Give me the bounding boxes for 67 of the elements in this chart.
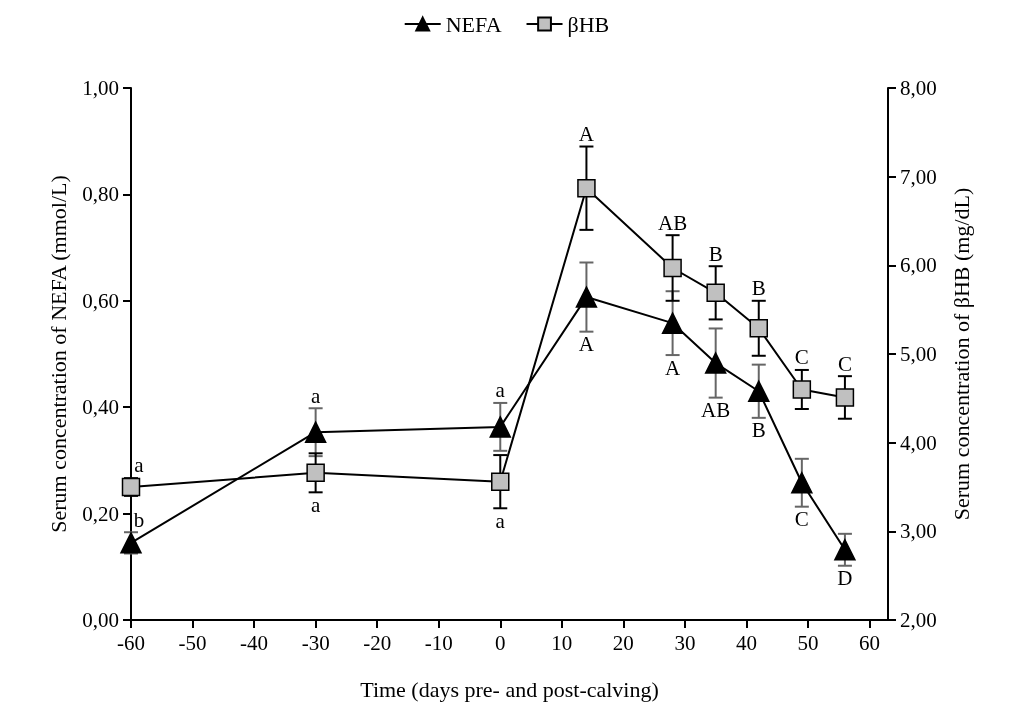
point: [575, 286, 598, 308]
x-tick-label: 10: [551, 630, 573, 655]
annotation: a: [134, 453, 145, 478]
x-axis-title: Time (days pre- and post-calving): [360, 676, 659, 702]
y-axis-title: Serum concentration of NEFA (mmol/L): [45, 175, 71, 533]
x-tick-label: -40: [240, 630, 269, 655]
y2-tick-label: 2,00: [900, 608, 937, 632]
annotation: B: [708, 241, 723, 266]
point: [491, 472, 510, 491]
y-tick-label: 0,20: [82, 501, 119, 526]
y2-tick-label: 5,00: [900, 342, 937, 366]
y-tick-label: 0,80: [82, 182, 119, 207]
annotation: B: [751, 418, 766, 443]
x-tick-label: 0: [495, 630, 506, 655]
x-tick-label: 50: [797, 630, 819, 655]
annotation: A: [665, 355, 682, 380]
y-tick-label: 0,60: [82, 288, 119, 313]
annotation: D: [837, 566, 853, 591]
point: [121, 477, 141, 497]
annotation: AB: [658, 210, 688, 235]
point: [661, 312, 684, 334]
point: [120, 532, 142, 554]
y2-axis-title: Serum concentration of βHB (mg/dL): [948, 187, 974, 521]
point: [749, 319, 769, 338]
x-tick-label: -10: [424, 630, 453, 655]
y-tick-label: 0,40: [82, 395, 119, 420]
y2-tick-label: 3,00: [900, 519, 937, 544]
point: [791, 471, 813, 494]
point: [748, 380, 770, 402]
point: [663, 258, 682, 278]
annotation: B: [751, 276, 766, 301]
x-tick-label: -50: [178, 630, 207, 655]
point: [304, 421, 327, 443]
point: [306, 463, 325, 483]
legend-label: NEFA: [445, 11, 502, 37]
annotation: A: [578, 332, 595, 357]
x-tick-label: -30: [301, 630, 330, 655]
annotation: a: [310, 383, 321, 408]
y2-tick-label: 6,00: [900, 253, 937, 278]
y2-tick-label: 4,00: [900, 430, 937, 455]
annotation: C: [794, 507, 809, 532]
annotation: a: [495, 378, 506, 403]
point: [834, 539, 856, 561]
annotation: C: [794, 345, 809, 370]
x-tick-label: -60: [117, 630, 145, 655]
point: [577, 178, 596, 198]
y2-tick-label: 7,00: [900, 164, 937, 189]
y-tick-label: 1,00: [82, 76, 119, 100]
annotation: a: [310, 492, 321, 517]
legend-label: βHB: [567, 11, 610, 37]
annotation: b: [133, 507, 145, 532]
x-tick-label: 30: [674, 630, 696, 655]
point: [835, 388, 855, 407]
x-tick-label: 60: [859, 630, 881, 655]
point: [792, 380, 812, 399]
y-tick-label: 0,00: [82, 608, 119, 632]
annotation: a: [495, 508, 506, 533]
annotation: A: [578, 122, 595, 147]
point: [706, 283, 725, 303]
y2-tick-label: 8,00: [900, 76, 937, 100]
point: [704, 352, 727, 374]
x-tick-label: -20: [363, 630, 392, 655]
x-tick-label: 20: [612, 630, 634, 655]
annotation: AB: [701, 398, 731, 423]
x-tick-label: 40: [735, 630, 757, 655]
annotation: C: [837, 351, 852, 376]
point: [489, 416, 512, 438]
